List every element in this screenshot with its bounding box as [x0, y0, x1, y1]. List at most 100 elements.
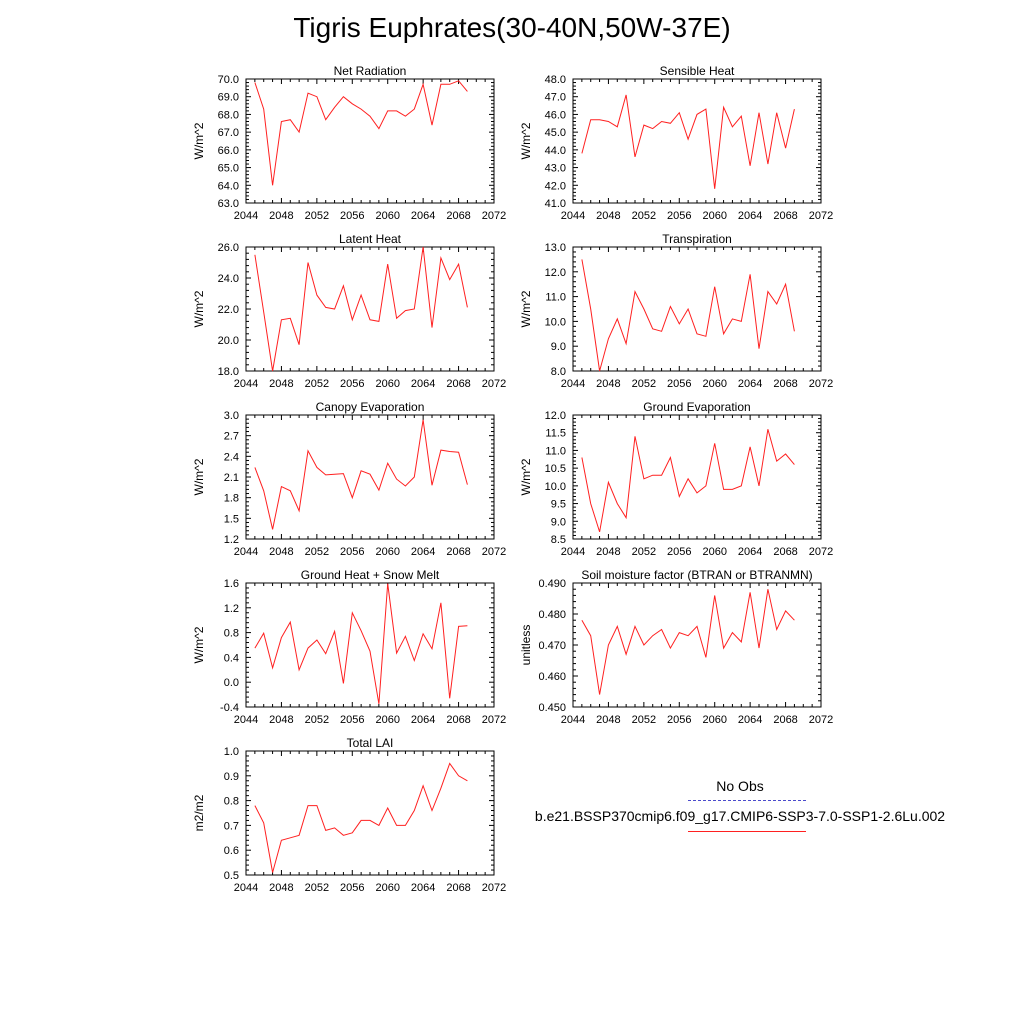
x-tick-label: 2064 [738, 378, 762, 390]
plot-frame [245, 414, 495, 540]
y-tick-label: 1.2 [224, 534, 239, 546]
panel-0: Net Radiation W/m^2 2044 2048 2052 2056 2060 20… [192, 64, 506, 222]
x-tick-label: 2052 [305, 210, 329, 222]
x-tick-label: 2060 [702, 546, 726, 558]
y-tick-label: 41.0 [545, 198, 566, 210]
panel-title: Total LAI [347, 736, 394, 750]
x-tick-label: 2056 [340, 546, 364, 558]
y-tick-label: 70.0 [218, 74, 239, 86]
y-axis-label: W/m^2 [192, 290, 206, 327]
x-tick-label: 2064 [738, 714, 762, 726]
plot-frame [572, 246, 822, 372]
x-tick-label: 2072 [482, 210, 506, 222]
x-tick-label: 2048 [269, 714, 293, 726]
series-line [581, 259, 795, 372]
y-tick-label: 24.0 [218, 273, 239, 285]
x-tick-label: 2068 [446, 882, 470, 894]
y-tick-label: 0.460 [538, 671, 566, 683]
y-tick-label: 20.0 [218, 335, 239, 347]
y-tick-label: 0.8 [224, 796, 239, 808]
y-tick-label: 45.0 [545, 127, 566, 139]
y-tick-label: 13.0 [545, 242, 566, 254]
x-tick-label: 2052 [305, 546, 329, 558]
series-line [254, 246, 468, 372]
series-line [581, 589, 795, 695]
panel-title: Ground Heat + Snow Melt [301, 568, 440, 582]
x-tick-label: 2064 [738, 546, 762, 558]
panel-1: Sensible Heat W/m^2 2044 2048 2052 2056 2060 20… [519, 64, 833, 222]
y-tick-label: 1.8 [224, 493, 239, 505]
y-tick-label: 44.0 [545, 145, 566, 157]
y-tick-label: 65.0 [218, 163, 239, 175]
series-line [581, 429, 795, 533]
y-tick-label: 43.0 [545, 163, 566, 175]
panel-8: Total LAI m2/m2 2044 2048 2052 2056 2060 2064 20… [192, 736, 506, 894]
panel-6: Ground Heat + Snow Melt W/m^2 2044 2048 2052… [192, 568, 506, 726]
x-tick-label: 2056 [340, 714, 364, 726]
y-tick-label: 0.7 [224, 820, 239, 832]
y-tick-label: 66.0 [218, 145, 239, 157]
y-tick-label: 9.0 [551, 516, 566, 528]
x-tick-label: 2060 [702, 378, 726, 390]
series-line [254, 80, 468, 186]
series-line [254, 419, 468, 530]
x-tick-label: 2064 [411, 210, 435, 222]
series-line [581, 94, 795, 189]
x-tick-label: 2068 [446, 210, 470, 222]
y-tick-label: -0.4 [220, 702, 239, 714]
x-tick-label: 2072 [482, 378, 506, 390]
y-tick-label: 26.0 [218, 242, 239, 254]
y-tick-label: 1.6 [224, 578, 239, 590]
x-tick-label: 2064 [411, 546, 435, 558]
x-tick-label: 2072 [482, 882, 506, 894]
x-tick-label: 2072 [482, 546, 506, 558]
x-tick-label: 2072 [809, 714, 833, 726]
y-tick-label: 47.0 [545, 92, 566, 104]
plot-frame [245, 246, 495, 372]
x-tick-label: 2068 [446, 546, 470, 558]
x-tick-label: 2052 [632, 378, 656, 390]
x-tick-label: 2048 [596, 546, 620, 558]
y-tick-label: 48.0 [545, 74, 566, 86]
x-tick-label: 2048 [596, 210, 620, 222]
x-tick-label: 2064 [411, 378, 435, 390]
x-tick-label: 2056 [667, 546, 691, 558]
y-tick-label: 68.0 [218, 109, 239, 121]
y-axis-label: W/m^2 [519, 122, 533, 159]
y-tick-label: 42.0 [545, 180, 566, 192]
x-tick-label: 2056 [340, 210, 364, 222]
y-tick-label: 0.8 [224, 628, 239, 640]
panel-3: Transpiration W/m^2 2044 2048 2052 2056 2060 20… [519, 232, 833, 390]
y-tick-label: 10.0 [545, 481, 566, 493]
y-tick-label: 2.4 [224, 451, 239, 463]
panel-4: Canopy Evaporation W/m^2 2044 2048 2052 2056 2… [192, 400, 506, 558]
x-tick-label: 2052 [305, 882, 329, 894]
series-line [254, 762, 468, 873]
x-tick-label: 2044 [234, 546, 258, 558]
x-tick-label: 2044 [561, 210, 585, 222]
y-axis-label: W/m^2 [519, 290, 533, 327]
y-tick-label: 0.490 [538, 578, 566, 590]
legend-model-swatch [688, 831, 806, 832]
y-tick-label: 10.5 [545, 463, 566, 475]
y-tick-label: 0.480 [538, 609, 566, 621]
x-tick-label: 2068 [446, 378, 470, 390]
y-tick-label: 0.470 [538, 640, 566, 652]
x-tick-label: 2060 [375, 882, 399, 894]
y-tick-label: 12.0 [545, 410, 566, 422]
x-tick-label: 2044 [234, 210, 258, 222]
x-tick-label: 2060 [375, 546, 399, 558]
x-tick-label: 2064 [738, 210, 762, 222]
y-tick-label: 0.0 [224, 677, 239, 689]
plot-frame [572, 582, 822, 708]
y-tick-label: 9.5 [551, 499, 566, 511]
x-tick-label: 2044 [561, 546, 585, 558]
y-tick-label: 46.0 [545, 109, 566, 121]
y-tick-label: 11.5 [545, 428, 566, 440]
x-tick-label: 2056 [340, 882, 364, 894]
x-tick-label: 2068 [773, 378, 797, 390]
y-tick-label: 3.0 [224, 410, 239, 422]
panel-2: Latent Heat W/m^2 2044 2048 2052 2056 2060 2064… [192, 232, 506, 390]
x-tick-label: 2052 [632, 210, 656, 222]
plot-frame [245, 78, 495, 204]
